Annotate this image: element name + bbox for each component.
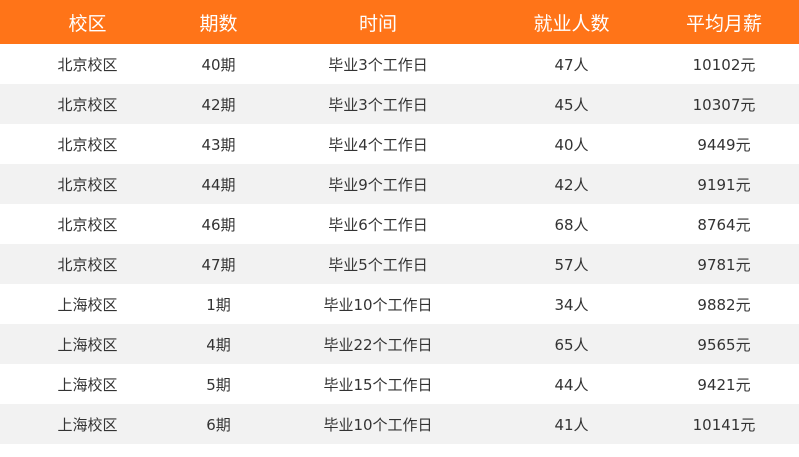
cell-cohort: 46期 — [201, 215, 236, 234]
cell-cohort: 42期 — [175, 84, 262, 124]
table-row: 北京校区 40期 毕业3个工作日 47人 10102元 — [0, 44, 799, 84]
cell-employed-count: 34人 — [554, 295, 589, 314]
cell-cohort: 44期 — [175, 164, 262, 204]
cell-time: 毕业3个工作日 — [328, 55, 428, 74]
table-row: 上海校区 1期 毕业10个工作日 34人 9882元 — [0, 284, 799, 324]
employment-table: 校区 期数 时间 就业人数 平均月薪 北京校区 40期 毕业3个工作日 47人 … — [0, 0, 799, 444]
cell-campus: 北京校区 — [57, 135, 118, 154]
cell-cohort: 47期 — [175, 244, 262, 284]
table-row: 北京校区 46期 毕业6个工作日 68人 8764元 — [0, 204, 799, 244]
cell-cohort: 40期 — [201, 55, 236, 74]
cell-average-salary: 10141元 — [649, 404, 799, 444]
cell-employed-count: 68人 — [554, 215, 589, 234]
cell-employed-count: 42人 — [494, 164, 649, 204]
cell-time: 毕业9个工作日 — [262, 164, 494, 204]
cell-campus: 北京校区 — [0, 244, 175, 284]
cell-campus: 北京校区 — [0, 84, 175, 124]
cell-cohort: 4期 — [175, 324, 262, 364]
cell-campus: 上海校区 — [57, 375, 118, 394]
cell-average-salary: 10307元 — [649, 84, 799, 124]
header-cohort: 期数 — [175, 0, 262, 44]
cell-campus: 北京校区 — [57, 55, 118, 74]
cell-time: 毕业15个工作日 — [323, 375, 433, 394]
table-row: 北京校区 42期 毕业3个工作日 45人 10307元 — [0, 84, 799, 124]
table-row: 北京校区 44期 毕业9个工作日 42人 9191元 — [0, 164, 799, 204]
cell-time: 毕业3个工作日 — [262, 84, 494, 124]
table-row: 上海校区 6期 毕业10个工作日 41人 10141元 — [0, 404, 799, 444]
header-time: 时间 — [262, 0, 494, 44]
cell-average-salary: 9565元 — [649, 324, 799, 364]
cell-employed-count: 44人 — [554, 375, 589, 394]
header-average-salary: 平均月薪 — [649, 0, 799, 44]
cell-campus: 北京校区 — [0, 164, 175, 204]
table-row: 北京校区 47期 毕业5个工作日 57人 9781元 — [0, 244, 799, 284]
cell-average-salary: 9449元 — [697, 135, 751, 154]
cell-cohort: 6期 — [175, 404, 262, 444]
cell-time: 毕业5个工作日 — [262, 244, 494, 284]
cell-employed-count: 57人 — [494, 244, 649, 284]
cell-employed-count: 41人 — [494, 404, 649, 444]
table-row: 北京校区 43期 毕业4个工作日 40人 9449元 — [0, 124, 799, 164]
cell-employed-count: 40人 — [554, 135, 589, 154]
header-row: 校区 期数 时间 就业人数 平均月薪 — [0, 0, 799, 44]
cell-time: 毕业22个工作日 — [262, 324, 494, 364]
header-employed-count: 就业人数 — [494, 0, 649, 44]
cell-average-salary: 8764元 — [697, 215, 751, 234]
cell-average-salary: 9191元 — [649, 164, 799, 204]
cell-time: 毕业6个工作日 — [328, 215, 428, 234]
cell-time: 毕业4个工作日 — [328, 135, 428, 154]
cell-campus: 上海校区 — [0, 324, 175, 364]
cell-time: 毕业10个工作日 — [262, 404, 494, 444]
cell-average-salary: 9421元 — [697, 375, 751, 394]
cell-average-salary: 10102元 — [692, 55, 756, 74]
cell-campus: 上海校区 — [57, 295, 118, 314]
cell-average-salary: 9781元 — [649, 244, 799, 284]
cell-employed-count: 47人 — [554, 55, 589, 74]
table-row: 上海校区 5期 毕业15个工作日 44人 9421元 — [0, 364, 799, 404]
table-row: 上海校区 4期 毕业22个工作日 65人 9565元 — [0, 324, 799, 364]
cell-campus: 北京校区 — [57, 215, 118, 234]
cell-employed-count: 65人 — [494, 324, 649, 364]
cell-employed-count: 45人 — [494, 84, 649, 124]
header-campus: 校区 — [0, 0, 175, 44]
cell-cohort: 5期 — [206, 375, 231, 394]
cell-cohort: 1期 — [206, 295, 231, 314]
cell-cohort: 43期 — [201, 135, 236, 154]
cell-campus: 上海校区 — [0, 404, 175, 444]
cell-average-salary: 9882元 — [697, 295, 751, 314]
cell-time: 毕业10个工作日 — [323, 295, 433, 314]
